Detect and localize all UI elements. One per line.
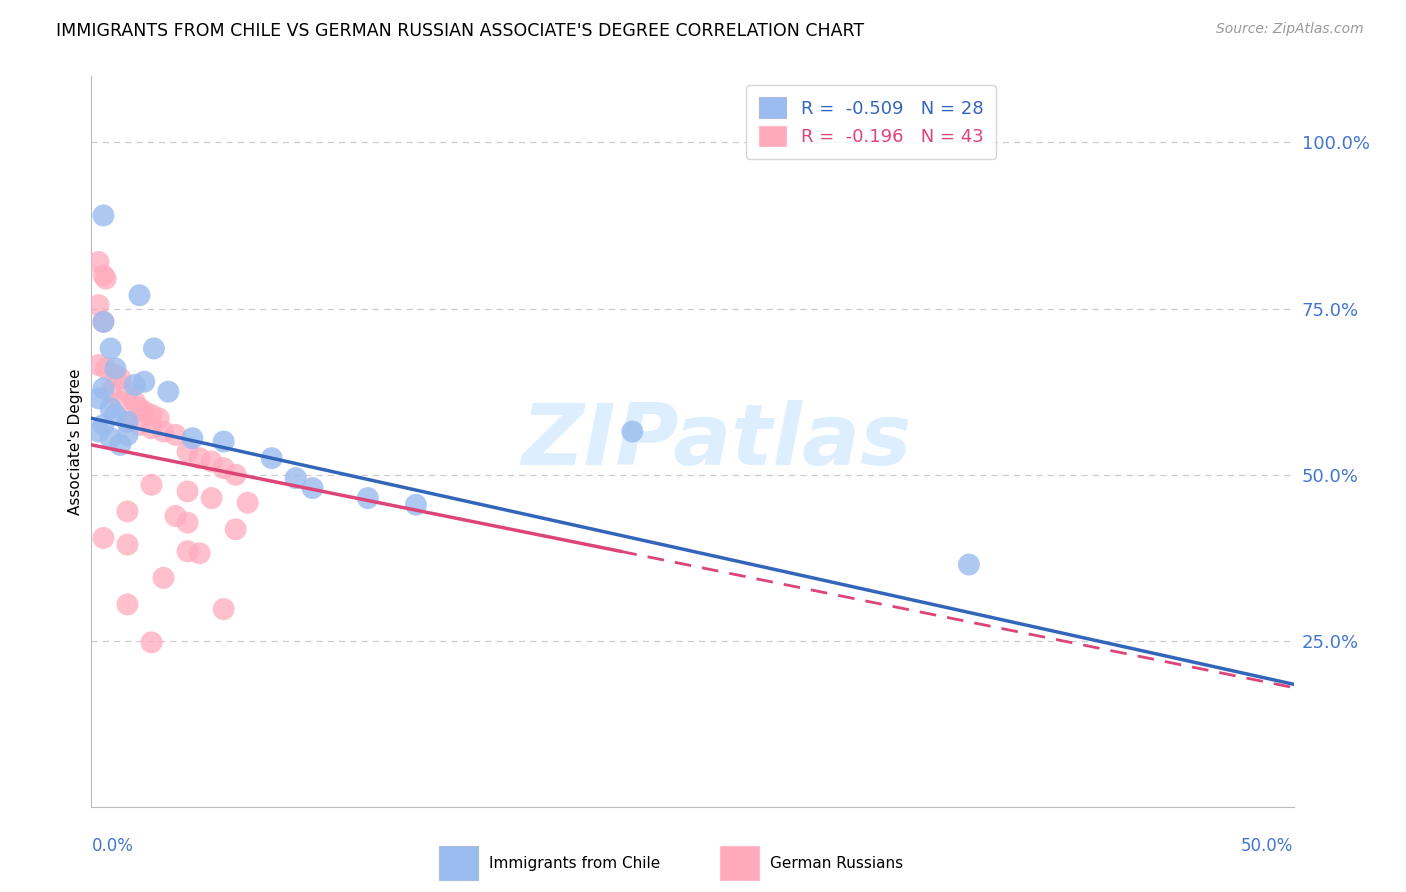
Point xyxy=(104,368,127,382)
Point xyxy=(93,315,115,329)
Point xyxy=(225,467,247,482)
Point xyxy=(141,635,163,649)
Point xyxy=(93,381,115,395)
Point xyxy=(93,315,115,329)
Point xyxy=(201,491,224,505)
Point xyxy=(957,558,980,572)
Point xyxy=(260,451,283,466)
Point xyxy=(94,271,117,285)
Point xyxy=(124,378,146,392)
Point xyxy=(110,371,132,385)
FancyBboxPatch shape xyxy=(720,846,759,880)
Point xyxy=(165,428,187,442)
Point xyxy=(94,361,117,376)
Point xyxy=(284,471,307,485)
Point xyxy=(621,425,644,439)
Point xyxy=(110,438,132,452)
Point xyxy=(117,384,139,399)
Point xyxy=(134,375,156,389)
Point xyxy=(100,431,122,445)
Point xyxy=(176,516,198,530)
Point xyxy=(128,401,150,416)
Point xyxy=(188,546,211,560)
Point xyxy=(142,342,165,356)
Point xyxy=(301,481,323,495)
Point xyxy=(152,571,174,585)
Point xyxy=(117,538,139,552)
Point xyxy=(117,415,139,429)
Point xyxy=(117,504,139,518)
Point xyxy=(212,434,235,449)
Point xyxy=(93,268,115,283)
Point xyxy=(405,498,427,512)
Point xyxy=(128,417,150,432)
Point xyxy=(176,444,198,458)
Point xyxy=(148,411,170,425)
Point xyxy=(141,408,163,422)
Point xyxy=(212,461,235,475)
Point xyxy=(117,598,139,612)
Point xyxy=(157,384,180,399)
Point xyxy=(93,531,115,545)
Point xyxy=(165,508,187,523)
Point xyxy=(104,408,127,422)
Point xyxy=(176,484,198,499)
FancyBboxPatch shape xyxy=(439,846,478,880)
Point xyxy=(212,602,235,616)
Point xyxy=(357,491,380,505)
Point xyxy=(93,417,115,432)
Text: ZIPatlas: ZIPatlas xyxy=(522,400,911,483)
Point xyxy=(117,415,139,429)
Text: IMMIGRANTS FROM CHILE VS GERMAN RUSSIAN ASSOCIATE'S DEGREE CORRELATION CHART: IMMIGRANTS FROM CHILE VS GERMAN RUSSIAN … xyxy=(56,22,865,40)
Point xyxy=(110,394,132,409)
Legend: R =  -0.509   N = 28, R =  -0.196   N = 43: R = -0.509 N = 28, R = -0.196 N = 43 xyxy=(747,85,995,159)
Point xyxy=(141,477,163,491)
Text: Immigrants from Chile: Immigrants from Chile xyxy=(489,855,661,871)
Point xyxy=(87,298,110,312)
Point xyxy=(134,404,156,418)
Point xyxy=(87,392,110,406)
Point xyxy=(117,428,139,442)
Point xyxy=(124,394,146,409)
Point xyxy=(236,496,259,510)
Point xyxy=(87,425,110,439)
Point xyxy=(100,384,122,399)
Text: German Russians: German Russians xyxy=(770,855,904,871)
Point xyxy=(128,288,150,302)
Point xyxy=(141,421,163,435)
Point xyxy=(181,431,204,445)
Text: 50.0%: 50.0% xyxy=(1241,837,1294,855)
Text: Source: ZipAtlas.com: Source: ZipAtlas.com xyxy=(1216,22,1364,37)
Point xyxy=(87,255,110,269)
Point xyxy=(152,425,174,439)
Point xyxy=(188,451,211,466)
Point xyxy=(87,358,110,372)
Point xyxy=(93,209,115,223)
Point xyxy=(176,544,198,558)
Point xyxy=(104,361,127,376)
Text: 0.0%: 0.0% xyxy=(91,837,134,855)
Point xyxy=(100,401,122,416)
Y-axis label: Associate's Degree: Associate's Degree xyxy=(67,368,83,515)
Point xyxy=(100,342,122,356)
Point xyxy=(225,522,247,536)
Point xyxy=(201,454,224,468)
